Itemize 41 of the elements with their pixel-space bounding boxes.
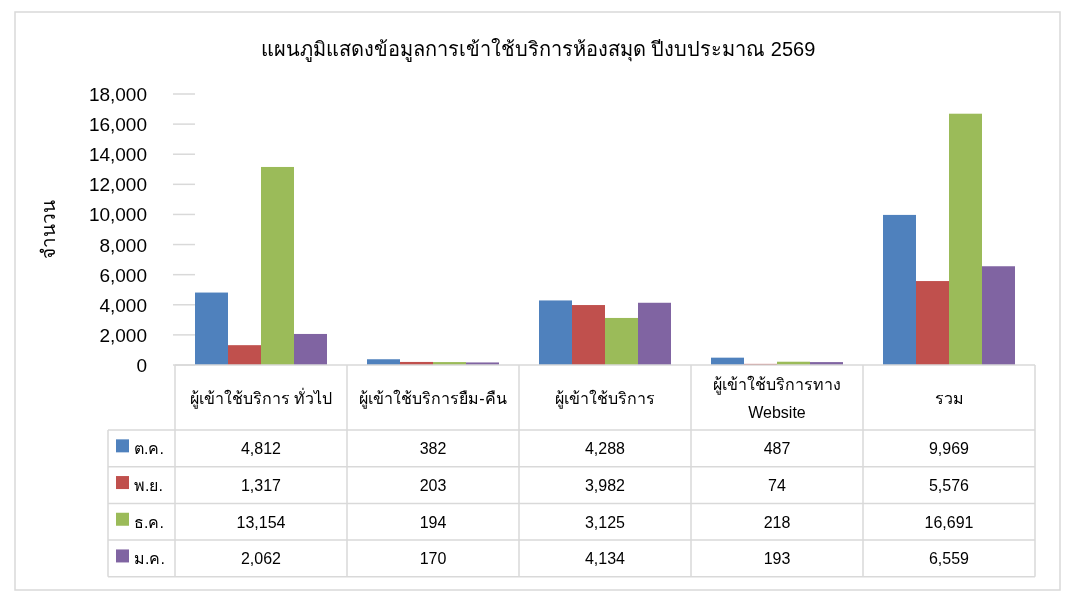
data-label: 487 (763, 440, 791, 458)
ytick: 12,000 (88, 174, 147, 196)
ytick: 18,000 (88, 84, 147, 105)
ytick: 4,000 (99, 294, 147, 316)
data-label: 3,982 (585, 477, 625, 495)
data-label: 74 (768, 477, 786, 495)
ytick: 16,000 (88, 114, 147, 136)
data-label: 16,691 (924, 513, 974, 531)
category: ผู้เข้าใช้บริการทาง Website (713, 375, 841, 421)
series-name: ต.ค. (134, 440, 164, 458)
ytick: 0 (136, 355, 147, 376)
data-label: 382 (419, 440, 447, 458)
data-label: 4,812 (241, 440, 281, 458)
data-label: 13,154 (236, 513, 286, 531)
ytick: 6,000 (99, 264, 147, 286)
ytick: 10,000 (88, 204, 147, 226)
data-label: 2,062 (241, 550, 281, 568)
data-label: 1,317 (241, 477, 281, 495)
data-label: 170 (419, 550, 447, 568)
ytick: 2,000 (99, 324, 147, 346)
data-label: 6,559 (929, 550, 969, 568)
series-name: ม.ค. (134, 550, 165, 568)
data-label: 194 (419, 513, 447, 531)
data-label: 9,969 (929, 440, 969, 458)
ylabel: จำนวน (38, 200, 59, 259)
series-name: พ.ย. (134, 477, 163, 495)
data-label: 218 (763, 513, 791, 531)
data-label: 3,125 (585, 513, 625, 531)
data-label: 4,134 (585, 550, 625, 568)
category: ผู้เข้าใช้บริการยืม-คืน (359, 389, 507, 407)
series-name: ธ.ค. (134, 513, 164, 531)
category: ผู้เข้าใช้บริการ ทั่วไป (189, 389, 333, 407)
data-label: 5,576 (929, 477, 969, 495)
ytick: 8,000 (99, 234, 147, 256)
category: ผู้เข้าใช้บริการ (555, 389, 655, 407)
data-label: 4,288 (585, 440, 625, 458)
data-label: 193 (763, 550, 791, 568)
ytick: 14,000 (88, 144, 147, 166)
data-label: 203 (419, 477, 447, 495)
category: รวม (934, 389, 964, 407)
title: แผนภูมิแสดงข้อมูลการเข้าใช้บริการห้องสมุด ปีงบประมาณ 2569 (260, 38, 816, 60)
